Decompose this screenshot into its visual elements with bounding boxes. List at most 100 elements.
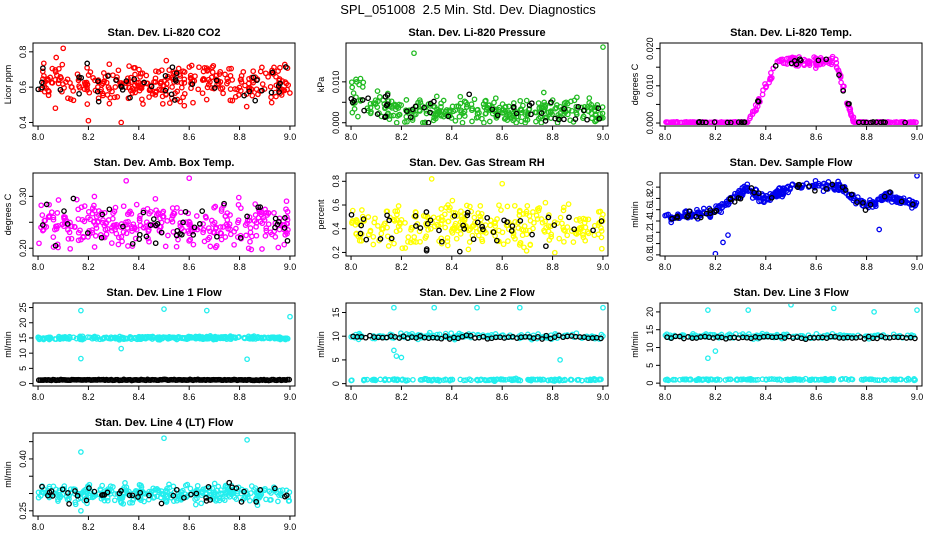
outlier-point — [244, 356, 250, 363]
overlay-point — [226, 479, 233, 486]
data-point — [181, 76, 188, 83]
overlay-point — [445, 113, 452, 120]
data-point — [267, 229, 274, 236]
data-point — [111, 208, 118, 215]
data-point — [370, 233, 377, 240]
overlay-point — [409, 106, 416, 113]
data-point — [126, 63, 132, 69]
data-point — [170, 212, 176, 219]
data-point — [55, 335, 62, 341]
overlay-point — [528, 111, 534, 118]
data-point — [45, 92, 52, 99]
overlay-point — [255, 204, 262, 211]
data-point — [160, 334, 167, 340]
data-point — [423, 233, 430, 240]
data-point — [405, 234, 412, 240]
overlay-point — [840, 87, 847, 94]
outlier-point — [78, 307, 84, 314]
series-points — [348, 304, 606, 385]
overlay-point — [598, 218, 605, 224]
overlay-point — [162, 72, 169, 79]
data-point — [165, 232, 171, 239]
data-point — [232, 93, 239, 100]
data-point — [530, 209, 536, 215]
data-point — [119, 238, 125, 245]
data-point — [187, 236, 194, 243]
data-point — [187, 75, 194, 81]
y-tick-label: 10 — [331, 331, 341, 341]
data-point — [422, 119, 429, 125]
overlay-point — [98, 234, 105, 241]
data-point — [90, 75, 96, 81]
y-tick-label: 0.010 — [645, 75, 655, 98]
data-point — [166, 335, 173, 342]
data-point — [768, 376, 775, 382]
y-tick-label: 2.0 — [645, 181, 655, 194]
series-points — [36, 175, 291, 253]
overlay-point — [361, 107, 367, 114]
overlay-point — [711, 119, 718, 125]
data-point — [101, 222, 108, 229]
data-point — [238, 76, 244, 83]
data-point — [212, 244, 219, 251]
overlay-point — [76, 74, 82, 80]
data-point — [837, 376, 844, 383]
data-point — [45, 213, 52, 220]
overlay-point — [203, 494, 209, 501]
data-point — [458, 213, 464, 220]
data-point — [349, 217, 356, 224]
data-point — [103, 79, 110, 86]
data-point — [220, 90, 226, 97]
data-point — [140, 101, 146, 107]
data-point — [222, 234, 229, 240]
outlier-point — [474, 304, 480, 311]
overlay-point — [162, 87, 169, 94]
x-tick-label: 8.6 — [496, 392, 509, 402]
series-points — [35, 45, 293, 125]
data-point — [163, 57, 170, 64]
data-point — [832, 56, 839, 63]
overlay-point — [517, 217, 524, 224]
series-points — [663, 53, 919, 125]
series-points — [662, 174, 920, 255]
data-point — [515, 225, 522, 231]
overlay-point — [845, 100, 852, 107]
data-point — [812, 177, 819, 184]
y-tick-label: 25 — [18, 303, 28, 313]
overlay-point — [384, 101, 391, 108]
outlier-point — [720, 239, 726, 246]
overlay-point — [898, 198, 905, 205]
data-point — [876, 196, 882, 203]
panel-title: Stan. Dev. Li-820 Pressure — [408, 27, 545, 39]
overlay-point — [118, 84, 125, 90]
data-point — [55, 496, 61, 503]
data-point — [207, 334, 214, 341]
data-point — [186, 218, 192, 225]
x-tick-label: 8.8 — [233, 132, 246, 142]
overlay-point — [39, 483, 45, 490]
data-point — [91, 193, 98, 200]
overlay-point — [427, 217, 434, 224]
y-tick-label: 10 — [18, 348, 28, 358]
overlay-point — [731, 199, 738, 205]
data-point — [163, 91, 169, 97]
data-point — [468, 377, 474, 384]
data-point — [512, 219, 518, 225]
data-point — [527, 217, 534, 224]
overlay-point — [493, 237, 500, 244]
x-tick-label: 8.2 — [82, 522, 95, 532]
data-point — [227, 226, 233, 233]
data-point — [236, 84, 243, 91]
data-point — [704, 376, 711, 383]
data-point — [183, 494, 190, 500]
overlay-point — [796, 56, 803, 63]
overlay-point — [384, 212, 390, 219]
data-point — [246, 335, 253, 341]
data-point — [276, 77, 282, 84]
data-point — [122, 480, 128, 486]
plot-frame — [345, 172, 609, 257]
series-points — [35, 435, 293, 514]
data-point — [152, 79, 159, 85]
data-point — [253, 223, 259, 230]
data-point — [580, 215, 587, 222]
